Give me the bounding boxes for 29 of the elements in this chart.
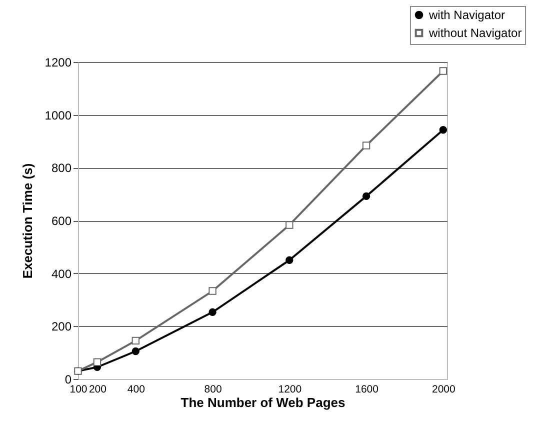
point bbox=[93, 358, 102, 366]
point bbox=[208, 308, 216, 316]
point bbox=[132, 336, 140, 345]
x-tick-label: 200 bbox=[88, 384, 107, 396]
point bbox=[439, 126, 448, 134]
x-tick-label: 800 bbox=[204, 384, 222, 396]
point bbox=[286, 256, 294, 264]
y-tick-label: 400 bbox=[51, 266, 72, 281]
x-tick-label: 1600 bbox=[355, 384, 379, 396]
point bbox=[362, 192, 370, 200]
y-tick-label: 1200 bbox=[44, 56, 72, 70]
y-axis-title: Execution Time (s) bbox=[20, 163, 35, 279]
x-tick-label: 400 bbox=[127, 384, 146, 396]
point bbox=[286, 221, 294, 229]
y-tick-label: 200 bbox=[51, 320, 72, 334]
point bbox=[208, 287, 216, 295]
y-tick-label: 600 bbox=[51, 214, 72, 228]
legend-label: with Navigator bbox=[428, 8, 506, 22]
y-tick-label: 800 bbox=[51, 161, 72, 176]
x-tick-label: 100 bbox=[70, 384, 88, 396]
y-tick-label: 1000 bbox=[44, 108, 72, 122]
legend-label: without Navigator bbox=[428, 26, 522, 40]
x-tick-label: 2000 bbox=[432, 384, 456, 396]
point bbox=[132, 347, 140, 356]
point bbox=[362, 142, 370, 150]
y-tick-label: 0 bbox=[64, 372, 72, 386]
x-tick-label: 1200 bbox=[278, 384, 302, 396]
point bbox=[439, 67, 448, 75]
x-axis-title: The Number of Web Pages bbox=[180, 395, 346, 410]
